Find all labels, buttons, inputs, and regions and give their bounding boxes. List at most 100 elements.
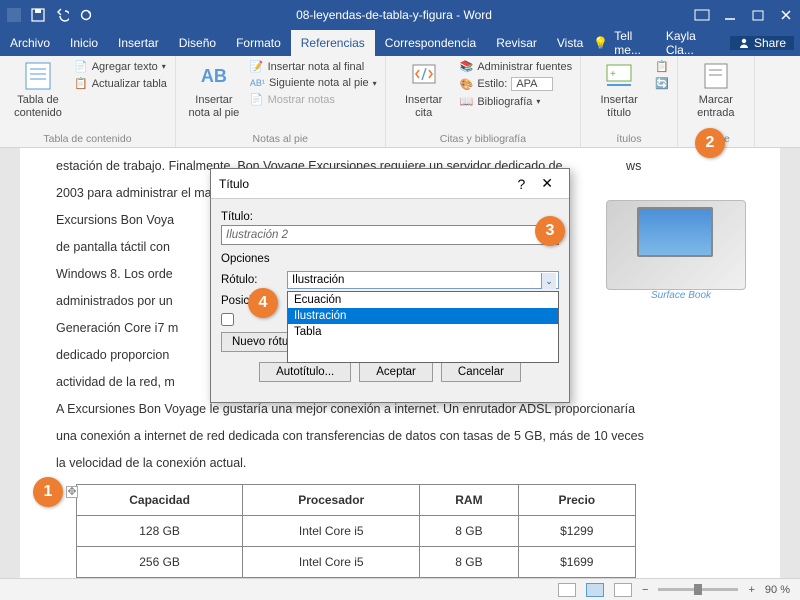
group-captions-label: ítulos: [589, 131, 669, 145]
caption-label: Insertar título: [600, 94, 637, 120]
add-text-label: Agregar texto: [92, 61, 158, 73]
options-label: Opciones: [221, 253, 559, 265]
image-caption: Surface Book: [606, 290, 756, 301]
zoom-slider[interactable]: [658, 588, 738, 591]
exclude-checkbox[interactable]: [221, 313, 234, 326]
show-notes-label: Mostrar notas: [268, 94, 335, 106]
ok-button[interactable]: Aceptar: [359, 362, 433, 382]
show-notes-button[interactable]: 📄Mostrar notas: [250, 93, 377, 106]
tab-archivo[interactable]: Archivo: [0, 30, 60, 56]
cell: $1699: [518, 547, 635, 578]
cell: 8 GB: [420, 547, 518, 578]
col-header: RAM: [420, 485, 518, 516]
tab-diseno[interactable]: Diseño: [169, 30, 226, 56]
endnote-button[interactable]: 📝Insertar nota al final: [250, 60, 377, 73]
mark-entry-label: Marcar entrada: [697, 94, 734, 120]
insert-citation-button[interactable]: Insertar cita: [394, 60, 454, 120]
table-row[interactable]: 128 GBIntel Core i58 GB$1299: [77, 516, 636, 547]
web-layout-button[interactable]: [614, 583, 632, 597]
zoom-out-button[interactable]: −: [642, 584, 648, 596]
group-toc-label: Tabla de contenido: [8, 131, 167, 145]
tell-me[interactable]: Tell me...: [614, 29, 660, 57]
read-mode-button[interactable]: [558, 583, 576, 597]
maximize-icon[interactable]: [750, 7, 766, 23]
laptop-image: Surface Book: [606, 200, 756, 301]
title-input[interactable]: [221, 225, 559, 245]
tab-revisar[interactable]: Revisar: [486, 30, 547, 56]
share-label: Share: [754, 36, 786, 50]
ab-small-icon: AB¹: [250, 78, 265, 88]
table-move-handle[interactable]: ✥: [66, 486, 78, 498]
tab-correspondencia[interactable]: Correspondencia: [375, 30, 486, 56]
print-layout-button[interactable]: [586, 583, 604, 597]
data-table[interactable]: Capacidad Procesador RAM Precio 128 GBIn…: [76, 484, 636, 578]
zoom-level[interactable]: 90 %: [765, 584, 790, 596]
cancel-button[interactable]: Cancelar: [441, 362, 521, 382]
cell: $1299: [518, 516, 635, 547]
caption-dialog: Título ? ✕ Título: Opciones Rótulo: Ilus…: [210, 168, 570, 403]
zoom-in-button[interactable]: +: [748, 584, 754, 596]
update-table-button[interactable]: 📋Actualizar tabla: [74, 77, 167, 90]
caption-extra-icon[interactable]: 📋: [655, 60, 669, 73]
rotulo-label: Rótulo:: [221, 274, 281, 286]
rotulo-value: Ilustración: [292, 274, 344, 286]
dropdown-option[interactable]: Ilustración: [288, 308, 558, 324]
insert-caption-button[interactable]: + Insertar título: [589, 60, 649, 120]
callout-3: 3: [535, 216, 565, 246]
footnote-icon: AB: [198, 60, 230, 92]
toc-icon: [22, 60, 54, 92]
manage-sources-label: Administrar fuentes: [477, 61, 572, 73]
next-footnote-button[interactable]: AB¹Siguiente nota al pie▾: [250, 77, 377, 89]
redo-icon[interactable]: [78, 7, 94, 23]
minimize-icon[interactable]: [722, 7, 738, 23]
citation-label: Insertar cita: [405, 94, 442, 120]
tab-referencias[interactable]: Referencias: [291, 30, 375, 56]
help-icon[interactable]: ?: [509, 176, 533, 192]
lightbulb-icon: 💡: [593, 36, 608, 50]
cell: 128 GB: [77, 516, 243, 547]
col-header: Capacidad: [77, 485, 243, 516]
manage-sources-button[interactable]: 📚Administrar fuentes: [460, 60, 572, 73]
tab-formato[interactable]: Formato: [226, 30, 291, 56]
tab-vista[interactable]: Vista: [547, 30, 593, 56]
chevron-down-icon: ▾: [162, 62, 166, 71]
dropdown-option[interactable]: Ecuación: [288, 292, 558, 308]
body-text: la velocidad de la conexión actual.: [56, 451, 744, 476]
mark-entry-button[interactable]: Marcar entrada: [686, 60, 746, 120]
add-text-button[interactable]: 📄 Agregar texto ▾: [74, 60, 167, 73]
chevron-down-icon[interactable]: ⌄: [541, 273, 556, 289]
refresh-icon: 📋: [74, 77, 88, 90]
close-icon[interactable]: [778, 7, 794, 23]
user-name[interactable]: Kayla Cla...: [666, 29, 724, 57]
cell: Intel Core i5: [243, 547, 420, 578]
cell: 256 GB: [77, 547, 243, 578]
autotitle-button[interactable]: Autotítulo...: [259, 362, 351, 382]
ribbon: Tabla de contenido 📄 Agregar texto ▾ 📋Actu…: [0, 56, 800, 148]
tab-insertar[interactable]: Insertar: [108, 30, 169, 56]
add-text-icon: 📄: [74, 60, 88, 73]
next-footnote-label: Siguiente nota al pie: [269, 77, 369, 89]
endnote-icon: 📝: [250, 60, 264, 73]
ribbon-display-icon[interactable]: [694, 7, 710, 23]
dropdown-option[interactable]: Tabla: [288, 324, 558, 340]
ribbon-tabs: Archivo Inicio Insertar Diseño Formato R…: [0, 30, 800, 56]
share-icon: [738, 37, 750, 49]
style-value[interactable]: APA: [511, 77, 552, 91]
close-icon[interactable]: ✕: [533, 175, 561, 192]
caption-extra2-icon[interactable]: 🔄: [655, 77, 669, 90]
footnote-button[interactable]: AB Insertar nota al pie: [184, 60, 244, 120]
rotulo-select[interactable]: Ilustración ⌄: [287, 271, 559, 289]
share-button[interactable]: Share: [730, 36, 794, 50]
bibliography-button[interactable]: 📖Bibliografía▾: [460, 95, 572, 108]
tab-inicio[interactable]: Inicio: [60, 30, 108, 56]
citation-icon: [408, 60, 440, 92]
toc-button[interactable]: Tabla de contenido: [8, 60, 68, 120]
callout-2: 2: [695, 128, 725, 158]
save-icon[interactable]: [30, 7, 46, 23]
body-text: ws: [626, 159, 641, 173]
table-row[interactable]: 256 GBIntel Core i58 GB$1699: [77, 547, 636, 578]
undo-icon[interactable]: [54, 7, 70, 23]
body-text: una conexión a internet de red dedicada …: [56, 424, 744, 449]
style-select[interactable]: 🎨Estilo:APA: [460, 77, 572, 91]
style-label: Estilo:: [477, 78, 507, 90]
